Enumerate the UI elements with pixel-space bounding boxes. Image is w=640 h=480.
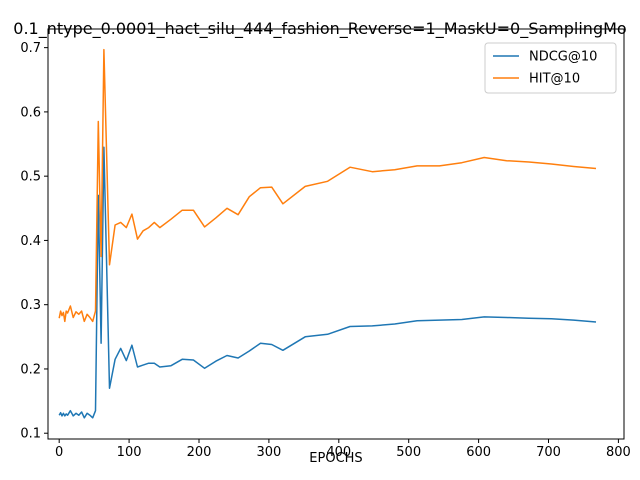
y-tick-label: 0.5 [20,170,41,185]
series-line-hit-10 [58,48,597,323]
x-tick-label: 200 [187,445,212,460]
legend-label: NDCG@10 [529,50,597,65]
y-tick-label: 0.7 [20,41,41,56]
x-tick-label: 600 [466,445,491,460]
x-axis-label: EPOCHS [309,451,362,466]
x-axis: 0 100 200 300 400 500 600 700 800 [55,439,631,460]
y-tick-label: 0.4 [20,234,41,249]
y-tick-label: 0.2 [20,362,41,377]
x-tick-label: 700 [536,445,561,460]
x-tick-label: 400 [326,445,351,460]
x-tick-label: 500 [396,445,421,460]
y-axis: 0.1 0.2 0.3 0.4 0.5 0.6 0.7 [20,41,48,442]
x-tick-label: 800 [606,445,631,460]
y-tick-label: 0.3 [20,298,41,313]
x-tick-label: 0 [55,445,63,460]
x-tick-label: 100 [117,445,142,460]
x-tick-label: 300 [256,445,281,460]
legend: NDCG@10 HIT@10 [484,42,617,94]
y-tick-label: 0.6 [20,105,41,120]
plot-frame [47,28,625,440]
series-line-ndcg-10 [58,146,597,419]
y-tick-label: 0.1 [20,427,41,442]
plot-lines [58,48,597,419]
legend-label: HIT@10 [529,72,580,87]
